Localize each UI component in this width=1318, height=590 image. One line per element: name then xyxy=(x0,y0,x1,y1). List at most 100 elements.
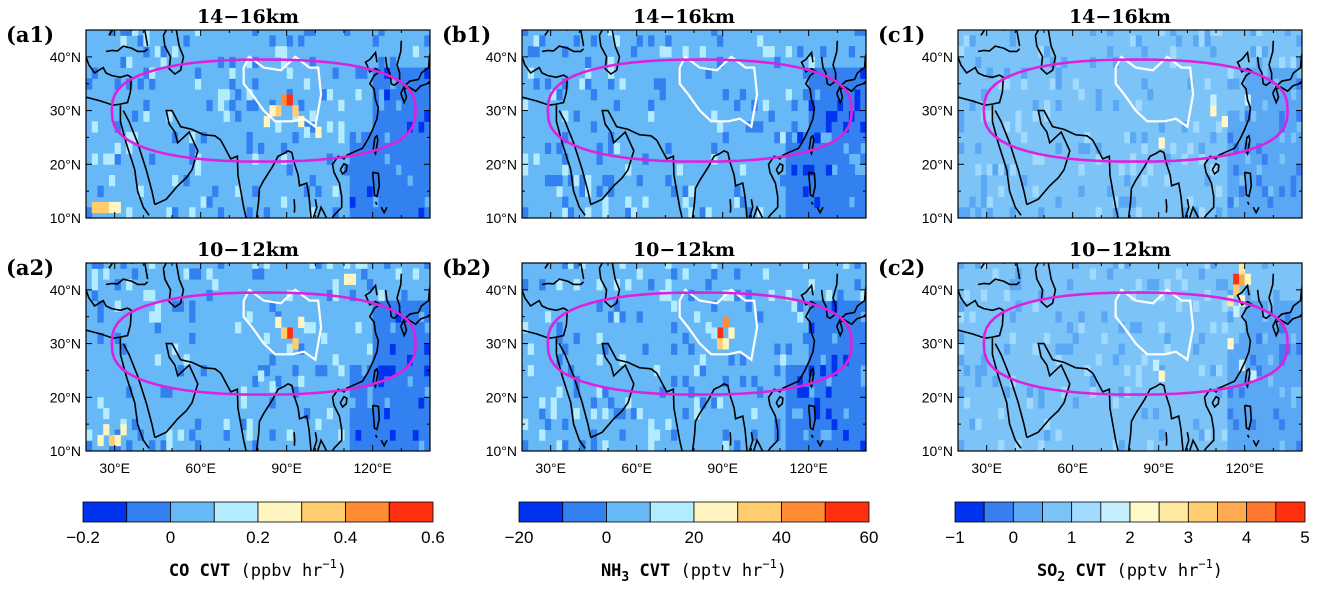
field-cell xyxy=(1003,78,1011,90)
field-cell xyxy=(1198,365,1206,377)
field-cell xyxy=(384,185,391,198)
field-cell xyxy=(315,185,322,198)
colorbar-variable-subscript: 2 xyxy=(1057,570,1065,585)
field-cell xyxy=(378,311,385,323)
field-cell xyxy=(642,196,649,208)
field-cell xyxy=(808,175,815,187)
field-cell xyxy=(1009,375,1016,388)
field-cell xyxy=(1055,142,1062,155)
field-cell xyxy=(418,418,425,431)
field-cell xyxy=(1032,300,1039,312)
field-cell xyxy=(1279,375,1286,388)
field-cell xyxy=(820,332,827,345)
field-cell xyxy=(980,185,988,198)
field-cell xyxy=(958,300,965,312)
field-cell xyxy=(372,322,379,334)
field-cell xyxy=(246,89,253,101)
field-cell xyxy=(120,35,127,47)
field-cell xyxy=(384,110,391,122)
field-cell xyxy=(797,418,804,431)
hotspot-cell xyxy=(269,105,276,117)
panel-title: 14−16km xyxy=(1069,6,1171,28)
field-cell xyxy=(412,322,420,334)
field-cell xyxy=(1009,332,1016,345)
field-cell xyxy=(366,429,374,441)
field-cell xyxy=(1181,121,1188,133)
field-cell xyxy=(1290,207,1297,218)
field-cell xyxy=(1164,332,1171,345)
field-cell xyxy=(825,99,833,112)
tibetan-plateau-contour xyxy=(242,288,323,362)
field-cell xyxy=(825,121,833,133)
field-cell xyxy=(378,175,385,187)
field-cell xyxy=(820,175,827,187)
field-cell xyxy=(831,67,838,79)
field-cell xyxy=(848,386,856,398)
field-cell xyxy=(407,429,414,441)
field-cell xyxy=(401,110,408,122)
field-cell xyxy=(791,121,798,133)
field-cell xyxy=(854,440,861,451)
field-cell xyxy=(1130,196,1137,208)
field-cell xyxy=(1061,343,1068,355)
field-cell xyxy=(1244,354,1251,366)
field-cell xyxy=(831,132,838,144)
field-cell xyxy=(579,185,586,198)
field-cell xyxy=(791,375,798,388)
field-cell xyxy=(963,365,970,377)
field-cell xyxy=(843,386,850,398)
field-cell xyxy=(131,30,139,36)
colorbar-title: NH3 CVT (pptv hr−1) xyxy=(601,557,787,585)
field-cell xyxy=(854,397,861,409)
field-cell xyxy=(1256,196,1263,208)
field-cell xyxy=(590,89,598,101)
field-cell xyxy=(240,418,248,431)
field-cell xyxy=(389,67,397,79)
field-cell xyxy=(762,46,770,58)
field-cell xyxy=(206,196,213,208)
field-cell xyxy=(1256,440,1263,451)
field-cell xyxy=(189,142,196,155)
field-cell xyxy=(785,185,792,198)
field-cell xyxy=(372,343,379,355)
field-cell xyxy=(797,175,804,187)
field-cell xyxy=(802,375,810,388)
field-cell xyxy=(1261,175,1269,187)
field-cell xyxy=(808,121,815,133)
coastline xyxy=(694,452,699,471)
field-cell xyxy=(223,429,230,441)
x-tick-label: 90°E xyxy=(707,460,738,476)
field-cell xyxy=(854,30,861,36)
field-cell xyxy=(1135,365,1142,377)
field-cell xyxy=(407,408,414,420)
field-cell xyxy=(1284,311,1292,323)
field-cell xyxy=(424,164,430,176)
field-cell xyxy=(1267,207,1274,218)
y-axis: 10°N20°N30°N40°N xyxy=(486,49,866,226)
field-cell xyxy=(602,196,609,208)
field-cell xyxy=(1021,78,1028,90)
field-cell xyxy=(189,311,196,323)
field-cell xyxy=(424,263,430,269)
coastline xyxy=(380,439,388,448)
coastline xyxy=(977,45,1021,53)
field-cell xyxy=(1284,354,1292,366)
field-cell xyxy=(837,418,844,431)
field-cell xyxy=(659,89,666,101)
field-cell xyxy=(86,429,93,441)
field-cell xyxy=(1193,300,1200,312)
coastline xyxy=(729,199,732,213)
field-cell xyxy=(699,207,706,218)
field-cell xyxy=(1049,78,1056,90)
field-cell xyxy=(418,332,425,345)
field-cell xyxy=(785,46,792,58)
coastline xyxy=(836,284,866,338)
field-cell xyxy=(1256,89,1263,101)
field-cell xyxy=(1135,279,1142,291)
colorbar-swatch xyxy=(1129,501,1160,523)
field-cell xyxy=(980,354,988,366)
field-cell xyxy=(424,300,430,312)
field-cell xyxy=(843,418,850,431)
hotspot-cell xyxy=(286,94,293,106)
coastline xyxy=(590,109,658,206)
